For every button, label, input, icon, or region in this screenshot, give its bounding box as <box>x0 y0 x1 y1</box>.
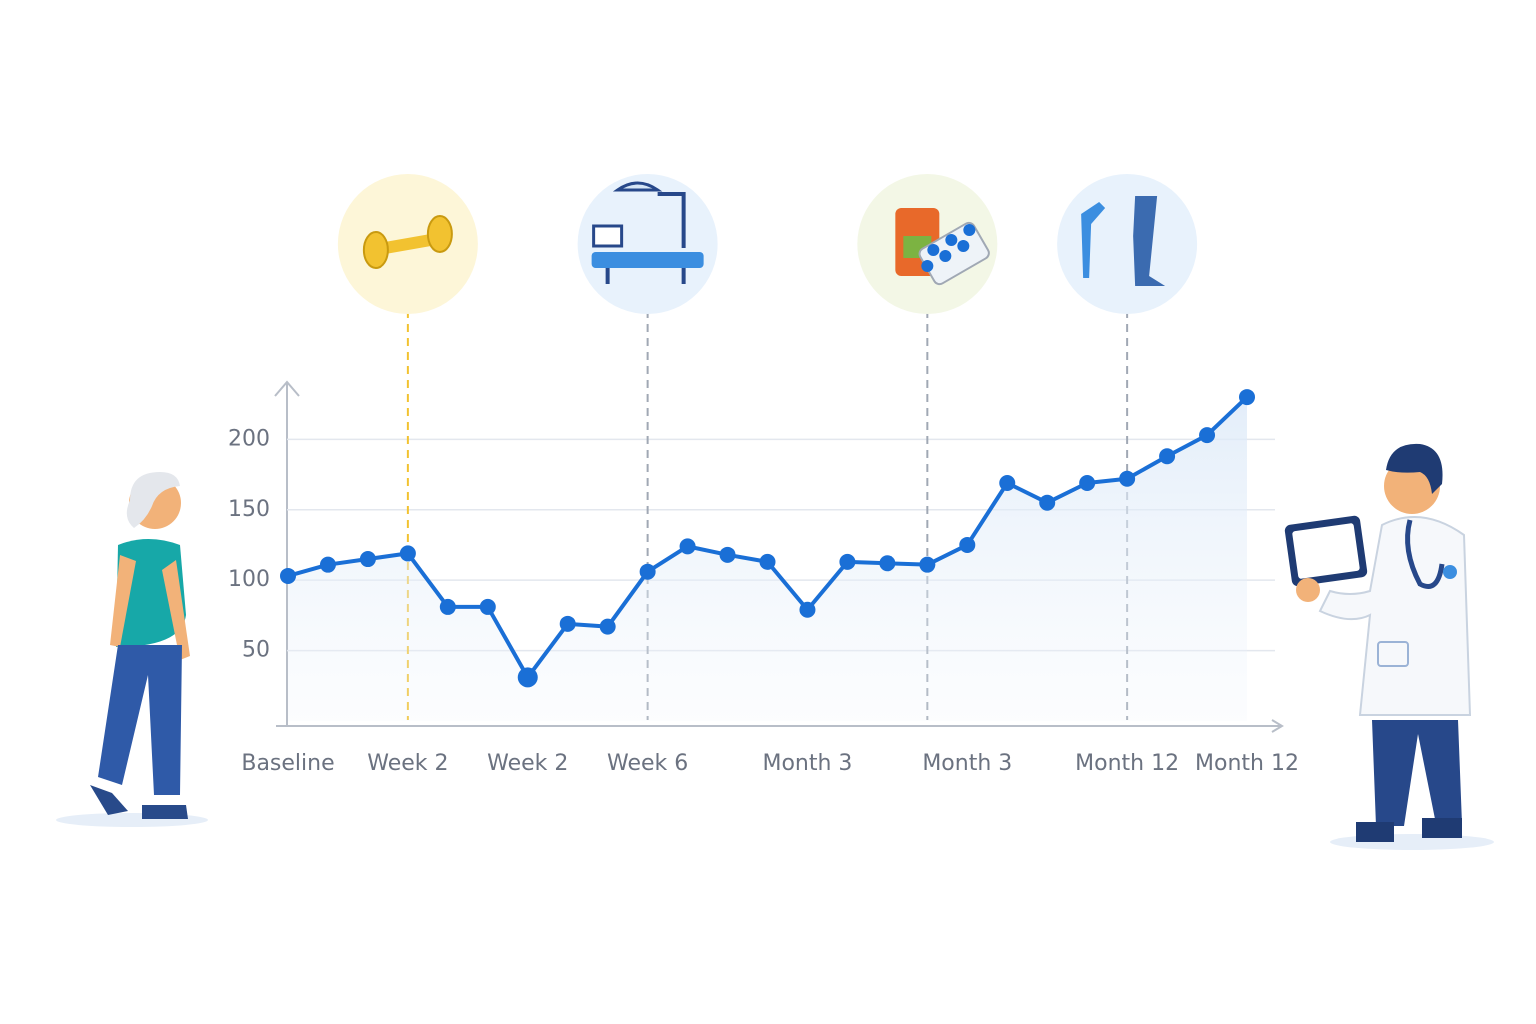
data-point <box>919 556 936 573</box>
data-point <box>399 545 416 562</box>
y-tick-label: 50 <box>242 638 270 663</box>
x-axis-arrow <box>1271 719 1284 733</box>
data-point <box>559 615 576 632</box>
surgery-icon <box>591 181 704 284</box>
icon-part <box>939 250 952 262</box>
data-point <box>439 598 456 615</box>
data-point <box>639 563 656 580</box>
data-point <box>759 553 776 570</box>
icon-part <box>592 224 624 248</box>
data-point <box>599 618 616 635</box>
y-tick-label: 150 <box>228 497 270 522</box>
data-point <box>319 556 336 573</box>
x-tick-label: Week 2 <box>367 751 448 776</box>
x-tick-label: Week 6 <box>607 751 688 776</box>
medication-icon <box>895 208 990 286</box>
area-fill <box>288 397 1247 721</box>
x-tick-label: Month 12 <box>1075 751 1179 776</box>
data-point <box>1199 427 1216 444</box>
patient-figure <box>56 472 208 827</box>
icon-part <box>1081 202 1106 278</box>
icon-part <box>426 215 453 253</box>
icon-part <box>921 260 934 272</box>
x-tick-label: Month 12 <box>1195 751 1299 776</box>
icon-part <box>612 181 663 192</box>
icon-part <box>657 192 686 248</box>
x-tick-label: Month 3 <box>922 751 1012 776</box>
dumbbell-icon <box>362 215 453 269</box>
data-point <box>517 667 538 688</box>
y-axis-arrow <box>274 380 300 397</box>
data-point <box>879 555 896 572</box>
data-point <box>1239 389 1255 406</box>
data-point <box>799 601 816 618</box>
data-point <box>359 551 376 568</box>
data-point <box>959 536 976 553</box>
data-point <box>719 546 736 563</box>
data-point <box>1119 470 1136 487</box>
prosthesis-icon <box>1081 196 1166 286</box>
icon-part <box>963 224 976 236</box>
x-tick-label: Week 2 <box>487 751 568 776</box>
doctor-figure <box>1284 443 1494 850</box>
data-point <box>280 567 296 584</box>
icon-part <box>945 234 958 246</box>
data-point <box>999 474 1016 491</box>
icon-part <box>927 244 940 256</box>
data-point <box>679 538 696 555</box>
icon-part <box>377 233 438 255</box>
data-point <box>839 553 856 570</box>
y-tick-label: 200 <box>228 426 270 451</box>
data-point <box>1039 494 1056 511</box>
icon-part <box>957 240 970 252</box>
x-tick-label: Baseline <box>241 751 334 776</box>
icon-part <box>591 252 704 268</box>
y-tick-label: 100 <box>228 567 270 592</box>
data-point <box>1079 474 1096 491</box>
icon-part <box>362 231 389 269</box>
icon-part <box>1133 196 1166 286</box>
data-point <box>479 598 496 615</box>
data-point <box>1159 448 1176 465</box>
event-icon-bg <box>1057 174 1198 314</box>
x-tick-label: Month 3 <box>762 751 852 776</box>
